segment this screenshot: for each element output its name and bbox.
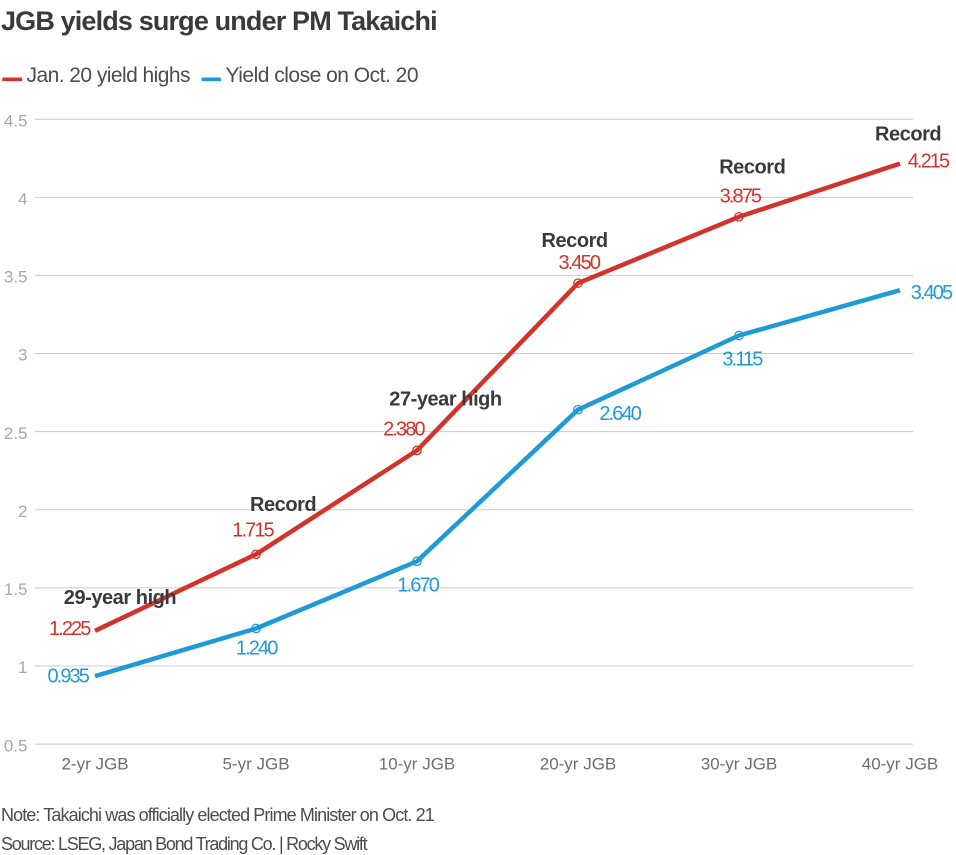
svg-text:3.115: 3.115 (722, 348, 763, 370)
svg-text:3.405: 3.405 (911, 282, 953, 304)
svg-text:3.5: 3.5 (4, 268, 28, 287)
svg-text:2.640: 2.640 (599, 403, 641, 425)
svg-text:30-yr JGB: 30-yr JGB (701, 755, 778, 774)
svg-text:1.225: 1.225 (49, 618, 91, 640)
svg-text:Yield close on Oct. 20: Yield close on Oct. 20 (226, 64, 419, 87)
svg-text:2: 2 (18, 502, 27, 521)
svg-text:3.450: 3.450 (559, 252, 601, 274)
svg-text:Record: Record (719, 157, 785, 179)
svg-text:1.240: 1.240 (236, 638, 278, 660)
svg-text:1.5: 1.5 (4, 580, 28, 599)
svg-text:0.5: 0.5 (4, 736, 28, 755)
svg-text:4.5: 4.5 (4, 112, 28, 131)
svg-text:Jan. 20 yield highs: Jan. 20 yield highs (27, 64, 191, 87)
svg-text:10-yr JGB: 10-yr JGB (379, 755, 456, 774)
svg-text:1: 1 (18, 658, 27, 677)
svg-text:3: 3 (18, 346, 27, 365)
svg-text:Note: Takaichi was officially: Note: Takaichi was officially elected Pr… (1, 805, 435, 825)
svg-text:40-yr JGB: 40-yr JGB (862, 755, 939, 774)
svg-text:2.380: 2.380 (383, 418, 425, 440)
svg-text:Record: Record (875, 124, 941, 146)
svg-text:29-year high: 29-year high (64, 587, 176, 609)
svg-text:4.215: 4.215 (908, 151, 950, 173)
svg-text:2.5: 2.5 (4, 424, 28, 443)
svg-text:Source: LSEG, Japan Bond Tradi: Source: LSEG, Japan Bond Trading Co. | R… (1, 834, 368, 854)
svg-text:Record: Record (541, 230, 607, 252)
svg-text:1.670: 1.670 (397, 574, 439, 596)
svg-text:4: 4 (18, 190, 27, 209)
svg-text:27-year high: 27-year high (389, 388, 501, 410)
svg-text:JGB yields surge under PM Taka: JGB yields surge under PM Takaichi (1, 6, 437, 36)
svg-text:3.875: 3.875 (720, 185, 762, 207)
svg-text:2-yr JGB: 2-yr JGB (61, 755, 128, 774)
svg-text:Record: Record (250, 494, 316, 516)
svg-text:20-yr JGB: 20-yr JGB (540, 755, 617, 774)
svg-text:5-yr JGB: 5-yr JGB (222, 755, 289, 774)
svg-text:1.715: 1.715 (232, 520, 274, 542)
svg-text:0.935: 0.935 (47, 666, 89, 688)
